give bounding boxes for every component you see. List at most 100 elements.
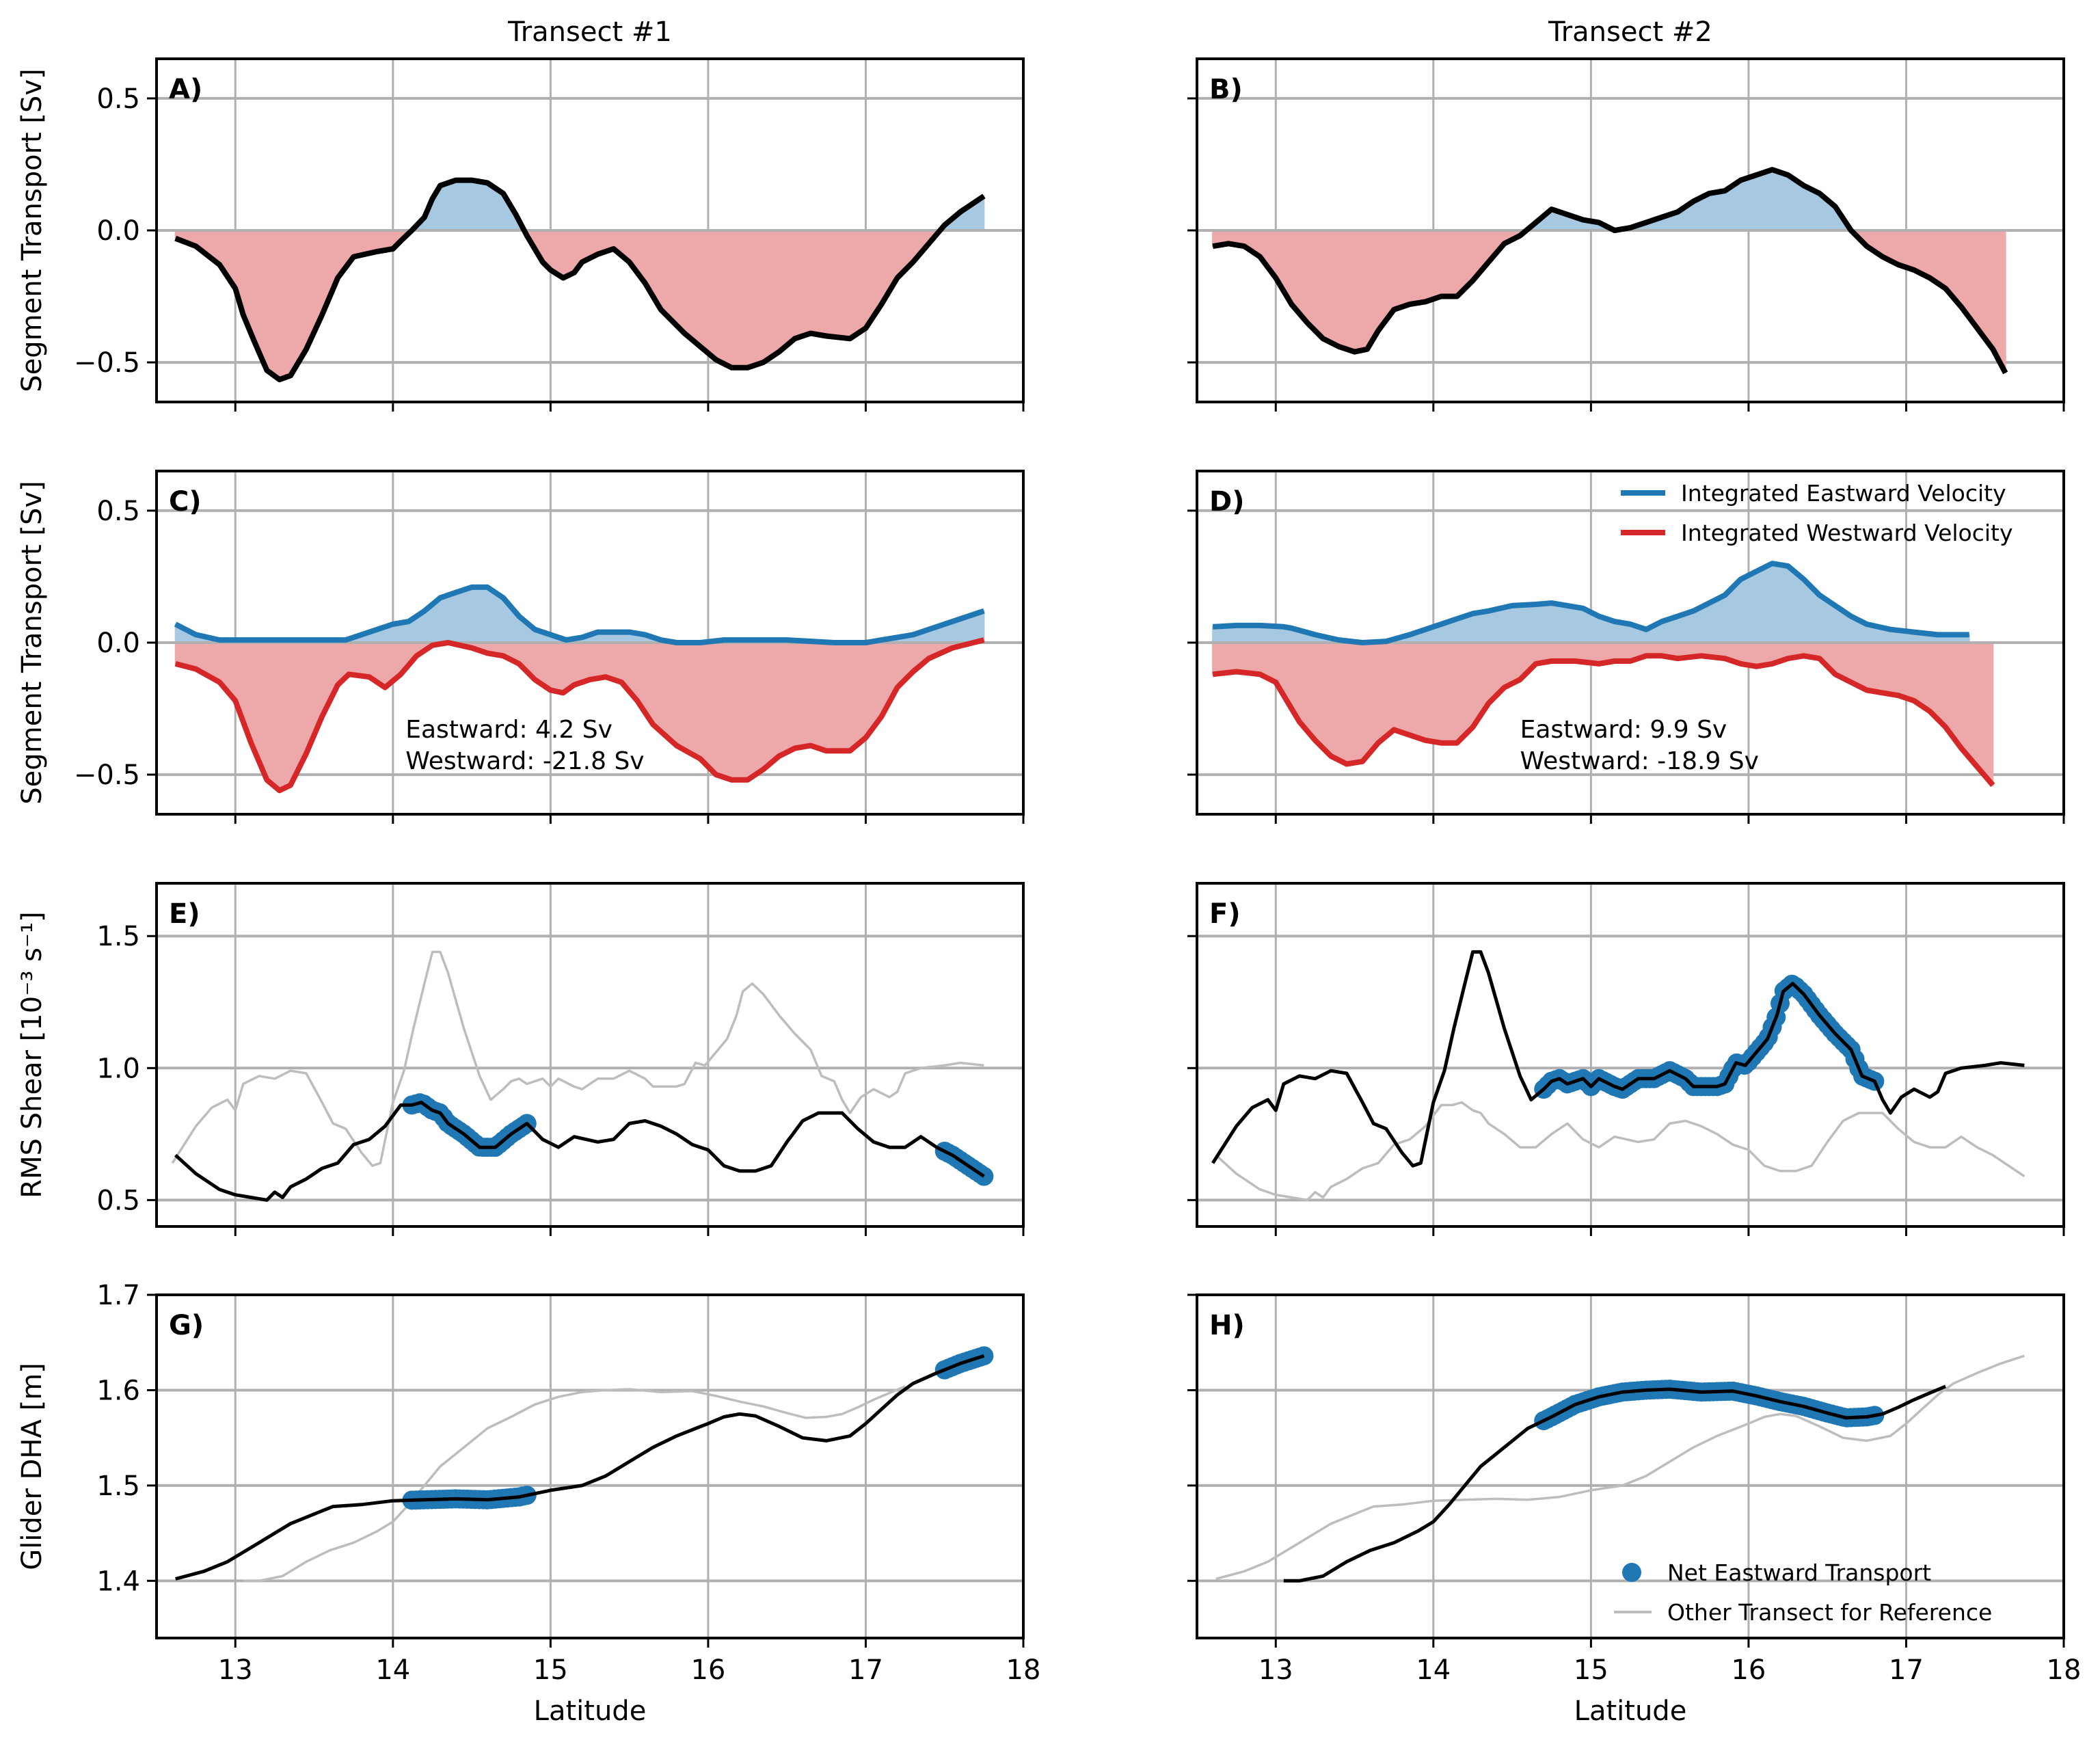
axes-frame	[1196, 882, 2065, 1228]
eastward-velocity-line	[174, 584, 985, 645]
x-tick-label: 15	[533, 1654, 568, 1686]
plot-area	[175, 1346, 994, 1583]
ticks: 13 14 15 16 17 18	[1187, 1293, 2082, 1686]
westward-velocity-line	[174, 637, 985, 794]
axes-frame	[155, 882, 1025, 1228]
column-title-transect-1: Transect #1	[507, 16, 672, 48]
panel-h: 13 14 15 16 17 18 H) Latitude Net Eastward Trans…	[1187, 1293, 2082, 1727]
ticks	[1187, 935, 2065, 1236]
ticks: −0.5 0.0 0.5	[74, 496, 1025, 824]
y-tick-label: 0.5	[96, 1185, 140, 1216]
y-tick-label: 1.4	[96, 1566, 140, 1597]
panel-label: H)	[1209, 1310, 1245, 1341]
annotation-eastward: Eastward: 4.2 Sv	[405, 716, 612, 744]
ticks: −0.5 0.0 0.5	[74, 83, 1025, 412]
panel-label: C)	[169, 486, 202, 518]
y-tick-label: 0.5	[96, 83, 140, 115]
legend-swatch-dot	[1622, 1563, 1641, 1582]
x-axis-label: Latitude	[534, 1695, 647, 1727]
reference-line	[1215, 1101, 2025, 1202]
y-axis-label: Segment Transport [Sv]	[16, 68, 48, 392]
y-tick-label: 1.0	[96, 1053, 140, 1084]
panel-f: F)	[1187, 882, 2065, 1236]
legend-label: Net Eastward Transport	[1667, 1559, 1931, 1586]
glider-dha-line	[175, 1354, 985, 1581]
y-tick-label: 1.6	[96, 1375, 140, 1406]
panel-label: F)	[1209, 898, 1241, 930]
axes-frame	[1196, 1293, 2065, 1639]
legend-label: Other Transect for Reference	[1667, 1599, 1992, 1626]
ticks: 13 14 15 16 17 18 1.4 1.5 1.6 1.7	[96, 1280, 1040, 1686]
x-axis-label: Latitude	[1574, 1695, 1687, 1727]
ticks: 0.5 1.0 1.5	[96, 921, 1025, 1236]
plot-area	[1211, 950, 2025, 1202]
legend-label: Integrated Westward Velocity	[1681, 520, 2013, 546]
glider-dha-line	[1283, 1384, 1947, 1583]
panel-label: G)	[169, 1310, 204, 1341]
annotation-westward: Westward: -18.9 Sv	[1520, 747, 1759, 775]
panel-label: B)	[1209, 74, 1243, 105]
plot-area	[1197, 561, 2064, 788]
legend: Integrated Eastward Velocity Integrated W…	[1621, 480, 2013, 546]
net-transport-line	[174, 177, 986, 383]
annotation-eastward: Eastward: 9.9 Sv	[1520, 716, 1727, 744]
reference-line	[1215, 1354, 2025, 1581]
eastward-fill	[1212, 169, 2006, 230]
x-tick-label: 16	[690, 1654, 725, 1686]
y-tick-label: 1.5	[96, 1471, 140, 1502]
legend-label: Integrated Eastward Velocity	[1681, 480, 2006, 507]
y-tick-label: 1.7	[96, 1280, 140, 1311]
y-tick-label: 1.5	[96, 921, 140, 952]
plot-area	[157, 177, 1023, 383]
panel-b: B)	[1187, 57, 2065, 412]
x-tick-label: 18	[2047, 1654, 2082, 1686]
net-transport-line	[1212, 167, 2008, 375]
panel-label: D)	[1209, 486, 1244, 518]
eastward-velocity-line	[1212, 561, 1969, 645]
ticks	[1187, 509, 2065, 824]
panel-g: 13 14 15 16 17 18 1.4 1.5 1.6 1.7 G) Glider DHA [m]…	[16, 1280, 1040, 1727]
y-axis-label: Glider DHA [m]	[16, 1363, 48, 1570]
plot-area	[171, 950, 994, 1202]
y-tick-label: −0.5	[74, 347, 140, 379]
x-tick-label: 15	[1574, 1654, 1608, 1686]
panel-a: −0.5 0.0 0.5 A) Segment Transport [Sv]	[16, 57, 1025, 412]
x-tick-label: 18	[1006, 1654, 1041, 1686]
panel-label: A)	[169, 74, 202, 105]
ticks	[1187, 97, 2065, 412]
x-tick-label: 17	[1889, 1654, 1924, 1686]
y-tick-label: −0.5	[74, 760, 140, 791]
legend: Net Eastward Transport Other Transect for…	[1614, 1559, 1992, 1626]
y-axis-label: RMS Shear [10⁻³ s⁻¹]	[16, 911, 48, 1198]
x-tick-label: 17	[848, 1654, 883, 1686]
x-tick-label: 14	[375, 1654, 410, 1686]
panel-c: −0.5 0.0 0.5 C) Segment Transport [Sv] Eastwa…	[16, 470, 1025, 824]
reference-line	[243, 1385, 906, 1583]
x-tick-label: 14	[1416, 1654, 1451, 1686]
column-title-transect-2: Transect #2	[1548, 16, 1712, 48]
axes-frame	[155, 1293, 1025, 1639]
y-tick-label: 0.0	[96, 628, 140, 659]
panel-d: D) Eastward: 9.9 Sv Westward: -18.9 Sv Inte…	[1187, 470, 2065, 824]
x-tick-label: 13	[218, 1654, 253, 1686]
panel-e: 0.5 1.0 1.5 E) RMS Shear [10⁻³ s⁻¹]	[16, 882, 1025, 1236]
x-tick-label: 13	[1258, 1654, 1293, 1686]
panel-label: E)	[169, 898, 200, 930]
rms-shear-line	[1211, 950, 2025, 1168]
reference-line	[171, 950, 984, 1167]
annotation-westward: Westward: -21.8 Sv	[405, 747, 644, 775]
plot-area	[157, 584, 1023, 794]
westward-velocity-line	[1212, 653, 1995, 788]
y-tick-label: 0.0	[96, 215, 140, 247]
rms-shear-line	[174, 1101, 985, 1202]
grid	[1197, 883, 2065, 1226]
panels: −0.5 0.0 0.5 A) Segment Transport [Sv] B) −0.5…	[16, 57, 2082, 1727]
eastward-fill-group	[1212, 169, 2006, 230]
y-axis-label: Segment Transport [Sv]	[16, 481, 48, 804]
plot-area	[1215, 1354, 2025, 1583]
x-tick-label: 16	[1731, 1654, 1766, 1686]
y-tick-label: 0.5	[96, 496, 140, 527]
plot-area	[1197, 167, 2064, 375]
